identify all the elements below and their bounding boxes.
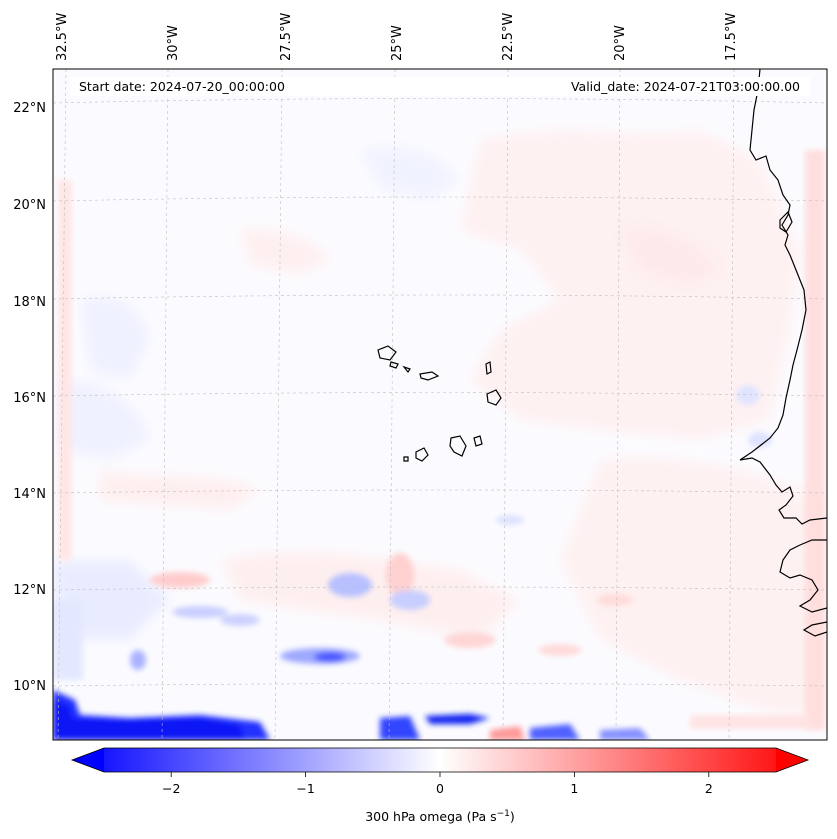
lat-tick: 20°N <box>13 198 46 213</box>
lon-tick: 32.5°W <box>55 13 70 61</box>
colorbar-min-extend <box>72 748 104 772</box>
lon-tick: 30°W <box>166 25 181 61</box>
lat-tick: 12°N <box>13 583 46 598</box>
colorbar-tick-label: −2 <box>162 781 180 796</box>
colorbar: −2 −1 0 1 2 300 hPa omega (Pa s−1) <box>70 747 810 824</box>
lon-tick: 17.5°W <box>724 13 739 61</box>
valid-date-label: Valid_date: 2024-07-21T03:00:00.00 <box>571 79 800 94</box>
map-frame <box>52 68 828 741</box>
lon-tick: 22.5°W <box>501 13 516 61</box>
lat-tick: 18°N <box>13 295 46 310</box>
colorbar-tick-label: 1 <box>570 781 578 796</box>
latitude-ticks: 22°N 20°N 18°N 16°N 14°N 12°N 10°N <box>13 101 46 694</box>
date-info-box <box>70 77 810 96</box>
map-gridlines <box>53 69 827 740</box>
lat-tick: 16°N <box>13 391 46 406</box>
lon-tick: 25°W <box>390 25 405 61</box>
lon-tick: 20°W <box>613 25 628 61</box>
start-date-label: Start date: 2024-07-20_00:00:00 <box>79 79 285 94</box>
lat-tick: 22°N <box>13 101 46 116</box>
colorbar-ticks: −2 −1 0 1 2 <box>162 772 713 796</box>
coastline <box>377 69 827 637</box>
longitude-ticks: 32.5°W 30°W 27.5°W 25°W 22.5°W 20°W 17.5… <box>55 13 739 61</box>
lat-tick: 10°N <box>13 679 46 694</box>
colorbar-outline <box>70 747 810 773</box>
omega-field <box>53 69 827 740</box>
lat-tick: 14°N <box>13 487 46 502</box>
colorbar-tick-label: −1 <box>296 781 314 796</box>
colorbar-label: 300 hPa omega (Pa s−1) <box>365 809 515 824</box>
colorbar-tick-label: 2 <box>705 781 713 796</box>
colorbar-tick-label: 0 <box>436 781 444 796</box>
colorbar-max-extend <box>776 748 808 772</box>
colorbar-ramp <box>72 748 808 772</box>
lon-tick: 27.5°W <box>279 13 294 61</box>
